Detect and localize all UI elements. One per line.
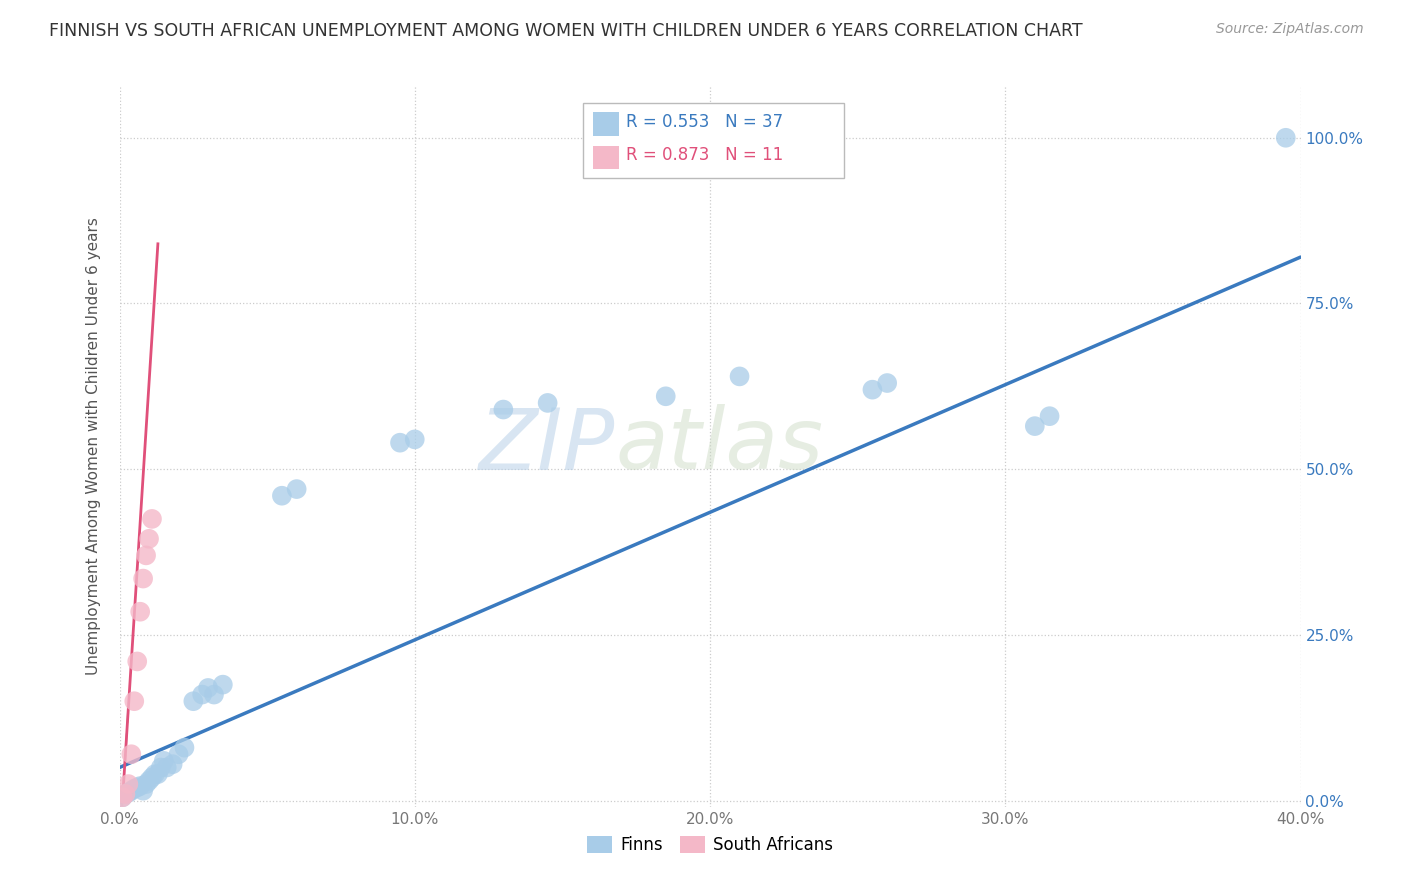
Point (285, 482, 308, 496)
Text: atlas: atlas (616, 404, 824, 488)
Point (135, 777, 157, 791)
Point (404, 433, 426, 447)
Point (173, 740, 195, 755)
Point (191, 688, 214, 702)
Point (132, 572, 155, 586)
Point (211, 678, 233, 692)
Point (132, 783, 155, 797)
Point (1024, 419, 1046, 434)
Point (536, 396, 558, 410)
Point (127, 655, 149, 669)
Point (138, 773, 160, 788)
Legend: Finns, South Africans: Finns, South Africans (581, 829, 839, 861)
Point (197, 681, 219, 695)
Point (120, 783, 142, 797)
Point (141, 771, 163, 785)
Point (728, 369, 751, 384)
Point (127, 780, 149, 795)
Point (111, 790, 134, 805)
Point (167, 747, 190, 762)
Point (129, 779, 152, 793)
Point (141, 512, 163, 526)
Point (492, 402, 515, 417)
Point (1275, 130, 1298, 145)
Y-axis label: Unemployment Among Women with Children Under 6 years: Unemployment Among Women with Children U… (86, 217, 101, 675)
Point (124, 694, 146, 708)
Point (114, 787, 136, 801)
Point (860, 383, 884, 397)
Text: FINNISH VS SOUTH AFRICAN UNEMPLOYMENT AMONG WOMEN WITH CHILDREN UNDER 6 YEARS CO: FINNISH VS SOUTH AFRICAN UNEMPLOYMENT AM… (49, 22, 1083, 40)
Point (129, 605, 152, 619)
Point (124, 781, 146, 796)
Text: ZIP: ZIP (479, 404, 616, 488)
Point (655, 389, 678, 403)
Point (120, 747, 142, 762)
Point (117, 786, 139, 800)
Text: R = 0.873   N = 11: R = 0.873 N = 11 (626, 146, 783, 164)
Point (183, 694, 205, 708)
Point (117, 777, 139, 791)
Point (135, 549, 157, 563)
Point (138, 532, 160, 546)
Point (114, 787, 136, 801)
Point (156, 760, 179, 774)
Point (1038, 409, 1062, 424)
Point (153, 754, 174, 768)
Point (876, 376, 898, 390)
Point (388, 435, 412, 450)
Point (202, 688, 225, 702)
Text: R = 0.553   N = 37: R = 0.553 N = 37 (626, 113, 783, 131)
Point (149, 760, 172, 774)
Point (162, 757, 184, 772)
Text: Source: ZipAtlas.com: Source: ZipAtlas.com (1216, 22, 1364, 37)
Point (111, 790, 134, 805)
Point (270, 489, 294, 503)
Point (143, 767, 166, 781)
Point (146, 767, 169, 781)
